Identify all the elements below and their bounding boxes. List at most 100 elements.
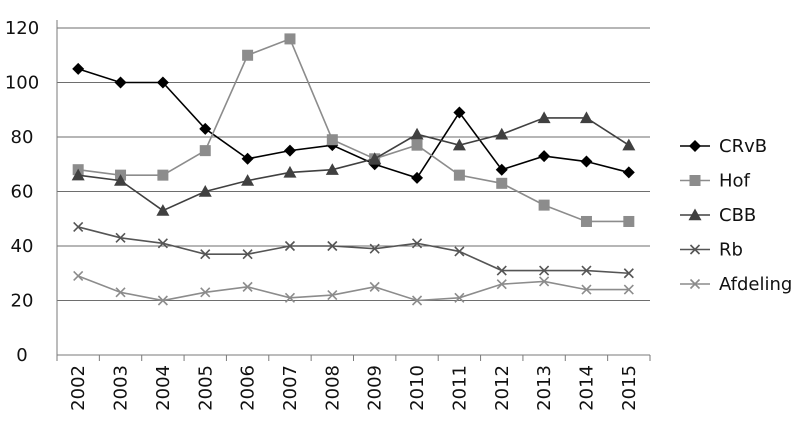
- point-afdeling-2011: [454, 292, 465, 303]
- point-rb-2007: [284, 240, 296, 252]
- point-afdeling-2004: [157, 295, 168, 306]
- point-cbb-2002: [71, 168, 85, 181]
- x-tick-label-2006: 2006: [238, 365, 259, 411]
- point-cbb-2014: [579, 111, 593, 124]
- point-crvb-2010: [411, 171, 424, 184]
- x-tick-labels: 2002 2003 2004 2005 2006 2007 2008 2009 2010 2011…: [68, 365, 640, 411]
- y-tick-label-60: 60: [11, 182, 34, 203]
- point-cbb-2013: [537, 111, 551, 124]
- point-cbb-2012: [495, 127, 509, 140]
- x-tick-label-2005: 2005: [195, 365, 216, 411]
- legend-label-hof: Hof: [719, 171, 751, 192]
- point-hof-2010: [411, 139, 423, 151]
- legend-item-hof: Hof: [680, 171, 751, 192]
- y-tick-label-40: 40: [11, 236, 34, 257]
- series-cbb: [71, 111, 636, 216]
- point-hof-2004: [157, 169, 169, 181]
- series-line-hof: [78, 37, 629, 223]
- legend: CRvB Hof CBB Rb Afdeling: [680, 136, 792, 295]
- point-rb-2014: [581, 265, 592, 276]
- point-cbb-2009: [368, 152, 382, 164]
- legend-marker-cbb: [688, 208, 702, 221]
- point-cbb-2004: [156, 204, 170, 216]
- point-afdeling-2015: [623, 284, 634, 295]
- x-tick-label-2014: 2014: [576, 365, 597, 411]
- x-tick-label-2010: 2010: [407, 365, 428, 411]
- point-hof-2008: [326, 134, 338, 146]
- legend-marker-afdeling: [689, 278, 701, 290]
- series-afdeling: [73, 270, 634, 306]
- legend-item-rb: Rb: [680, 240, 743, 261]
- legend-item-cbb: CBB: [680, 205, 756, 226]
- series-rb: [73, 221, 634, 279]
- point-rb-2015: [623, 268, 634, 279]
- point-rb-2004: [157, 238, 168, 249]
- series-crvb: [72, 62, 635, 184]
- point-rb-2009: [369, 243, 380, 254]
- series-line-crvb: [77, 68, 630, 179]
- point-hof-2014: [580, 215, 592, 227]
- legend-label-cbb: CBB: [719, 205, 756, 226]
- point-cbb-2006: [241, 174, 255, 186]
- point-crvb-2006: [241, 152, 254, 165]
- point-afdeling-2010: [411, 295, 423, 306]
- point-rb-2011: [454, 246, 465, 257]
- x-tick-label-2004: 2004: [153, 365, 174, 411]
- point-cbb-2007: [283, 165, 297, 178]
- x-tick-label-2002: 2002: [68, 365, 89, 411]
- point-afdeling-2005: [200, 287, 211, 298]
- point-cbb-2010: [410, 127, 424, 140]
- y-tick-label-0: 0: [16, 345, 27, 366]
- point-afdeling-2012: [496, 279, 507, 290]
- point-afdeling-2003: [115, 287, 126, 298]
- point-cbb-2015: [622, 138, 636, 151]
- point-cbb-2005: [198, 185, 212, 197]
- point-cbb-2011: [452, 138, 466, 151]
- point-hof-2015: [623, 215, 635, 227]
- legend-label-rb: Rb: [719, 240, 743, 261]
- point-cbb-2008: [325, 163, 339, 175]
- point-afdeling-2014: [581, 284, 592, 295]
- legend-label-afdeling: Afdeling: [719, 274, 792, 295]
- point-crvb-2003: [114, 76, 127, 89]
- point-rb-2003: [115, 232, 126, 243]
- point-rb-2005: [200, 249, 211, 260]
- y-tick-labels: 0 20 40 60 80 100 120: [5, 18, 39, 366]
- point-afdeling-2008: [327, 289, 338, 301]
- point-afdeling-2007: [284, 292, 296, 303]
- point-crvb-2007: [283, 144, 296, 157]
- y-tick-label-20: 20: [11, 291, 34, 312]
- series-line-cbb: [78, 117, 630, 212]
- point-rb-2012: [496, 265, 507, 276]
- point-rb-2006: [242, 249, 253, 260]
- legend-label-crvb: CRvB: [719, 136, 767, 157]
- point-hof-2007: [284, 33, 296, 45]
- point-rb-2008: [327, 240, 338, 252]
- point-crvb-2013: [538, 150, 551, 163]
- point-rb-2002: [73, 221, 84, 232]
- x-tick-label-2015: 2015: [619, 365, 640, 411]
- legend-item-crvb: CRvB: [680, 136, 767, 157]
- axes: [56, 20, 651, 361]
- point-afdeling-2009: [369, 281, 380, 292]
- x-tick-label-2009: 2009: [365, 365, 386, 411]
- point-crvb-2015: [622, 166, 635, 179]
- x-tick-label-2011: 2011: [449, 365, 470, 411]
- point-hof-2005: [199, 145, 211, 157]
- legend-marker-crvb: [689, 140, 701, 152]
- series-line-afdeling: [77, 275, 629, 302]
- point-hof-2013: [538, 199, 550, 211]
- point-crvb-2012: [495, 163, 508, 176]
- point-rb-2013: [539, 265, 550, 276]
- legend-marker-hof: [689, 175, 701, 186]
- y-tick-label-120: 120: [5, 18, 39, 39]
- legend-item-afdeling: Afdeling: [680, 274, 792, 295]
- point-crvb-2011: [453, 106, 466, 119]
- legend-marker-rb: [689, 244, 701, 255]
- point-crvb-2014: [580, 155, 593, 168]
- x-tick-label-2008: 2008: [322, 365, 343, 411]
- point-rb-2010: [411, 238, 423, 249]
- point-hof-2006: [242, 49, 254, 61]
- series-line-rb: [77, 226, 629, 275]
